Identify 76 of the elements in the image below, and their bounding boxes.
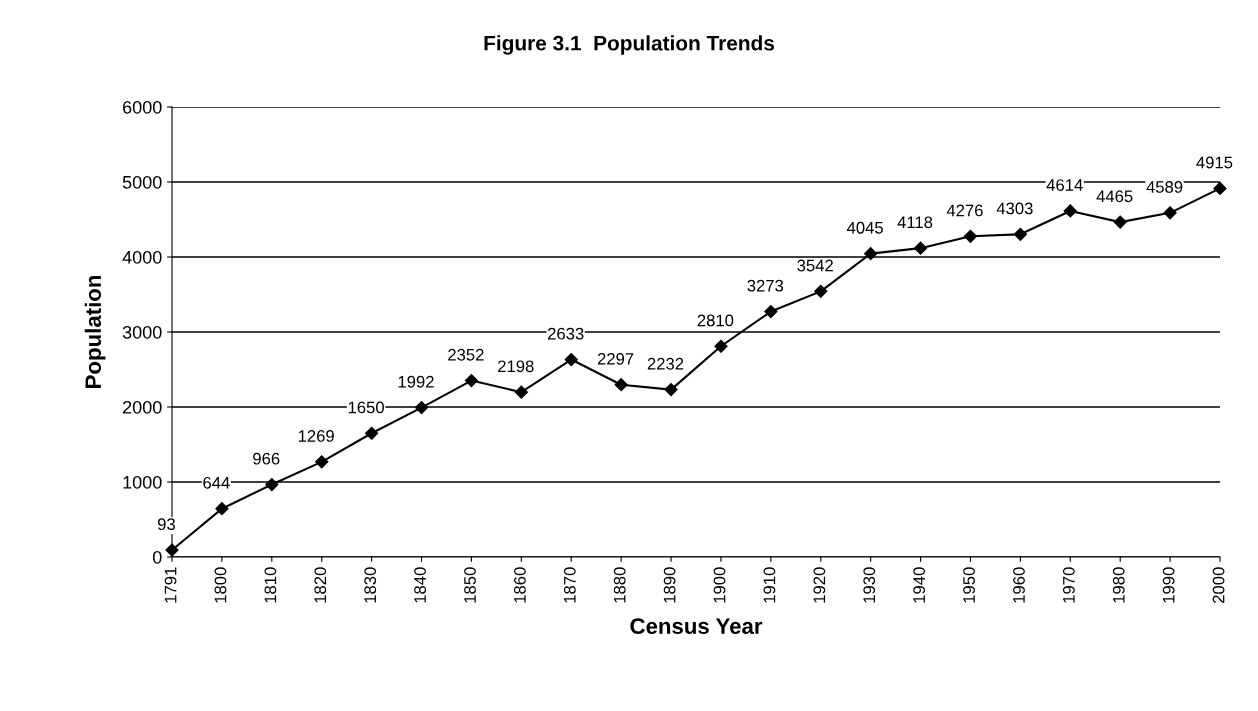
- data-label: 4589: [1146, 181, 1183, 193]
- data-label: 966: [253, 452, 280, 465]
- point: [864, 247, 878, 261]
- data-label: 4303: [996, 202, 1033, 215]
- x-tick-label: 1840: [414, 567, 426, 603]
- chart-title: Figure 3.1 Population Trends: [484, 35, 775, 55]
- x-tick-label: 1990: [1162, 567, 1175, 603]
- point: [464, 374, 479, 388]
- y-tick-label: 4000: [122, 250, 162, 264]
- x-tick-label: 1850: [464, 567, 476, 603]
- data-label: 1650: [348, 401, 384, 414]
- x-tick-label: 1810: [264, 567, 277, 603]
- x-tick-label: 1980: [1112, 567, 1125, 603]
- point: [215, 502, 229, 516]
- y-tick-label: 2000: [123, 400, 162, 414]
- point: [913, 241, 928, 255]
- data-label: 2352: [448, 348, 484, 361]
- x-tick-label: 2000: [1212, 567, 1225, 603]
- data-label: 3273: [747, 279, 784, 292]
- point: [963, 229, 978, 243]
- point: [814, 284, 828, 298]
- x-tick-label: 1970: [1062, 567, 1075, 603]
- x-tick-label: 1800: [214, 567, 227, 603]
- point: [714, 339, 728, 353]
- data-label: 644: [203, 476, 230, 489]
- data-label: 4465: [1096, 190, 1133, 203]
- x-axis-title: Census Year: [630, 618, 763, 635]
- point: [564, 352, 578, 367]
- data-label: 1269: [298, 430, 334, 442]
- point: [1213, 181, 1227, 195]
- point: [365, 426, 379, 440]
- data-label: 4614: [1046, 179, 1083, 191]
- data-label: 2198: [498, 360, 534, 373]
- data-label: 1992: [398, 375, 434, 388]
- point: [165, 543, 179, 557]
- data-label: 2297: [597, 352, 634, 365]
- point: [514, 385, 528, 399]
- x-tick-label: 1960: [1013, 567, 1025, 603]
- point: [764, 304, 778, 319]
- x-tick-label: 1870: [563, 567, 576, 603]
- x-tick-label: 1830: [364, 567, 377, 603]
- point: [614, 378, 628, 392]
- data-label: 2232: [647, 357, 684, 370]
- point: [1163, 206, 1177, 220]
- x-tick-label: 1940: [913, 567, 926, 603]
- point: [1113, 215, 1127, 229]
- point: [664, 383, 678, 397]
- point: [315, 455, 329, 469]
- data-label: 4045: [846, 221, 883, 234]
- y-tick-label: 5000: [122, 175, 162, 189]
- data-label: 3542: [797, 259, 833, 272]
- x-tick-label: 1880: [613, 567, 626, 603]
- data-label: 2810: [697, 314, 734, 327]
- x-tick-label: 1820: [314, 567, 327, 603]
- y-tick-label: 0: [152, 550, 162, 564]
- data-label: 4915: [1196, 156, 1233, 169]
- y-tick-label: 1000: [123, 475, 162, 489]
- data-label: 4118: [897, 216, 933, 229]
- y-tick-label: 6000: [123, 100, 162, 114]
- data-label: 93: [157, 518, 175, 531]
- y-axis-title: Population: [84, 275, 106, 388]
- x-tick-label: 1860: [514, 567, 526, 603]
- data-label: 4276: [946, 204, 983, 217]
- point: [265, 477, 279, 492]
- x-tick-label: 1910: [763, 567, 776, 603]
- data-label: 2633: [547, 327, 584, 340]
- x-tick-label: 1930: [863, 567, 876, 603]
- x-tick-label: 1920: [813, 567, 826, 603]
- point: [414, 401, 429, 415]
- x-tick-label: 1900: [713, 567, 726, 603]
- x-tick-label: 1950: [963, 567, 975, 603]
- y-tick-label: 3000: [122, 325, 162, 339]
- point: [1013, 227, 1027, 241]
- x-tick-label: 1890: [663, 567, 676, 603]
- x-tick-label: 1791: [164, 567, 177, 603]
- point: [1063, 204, 1077, 218]
